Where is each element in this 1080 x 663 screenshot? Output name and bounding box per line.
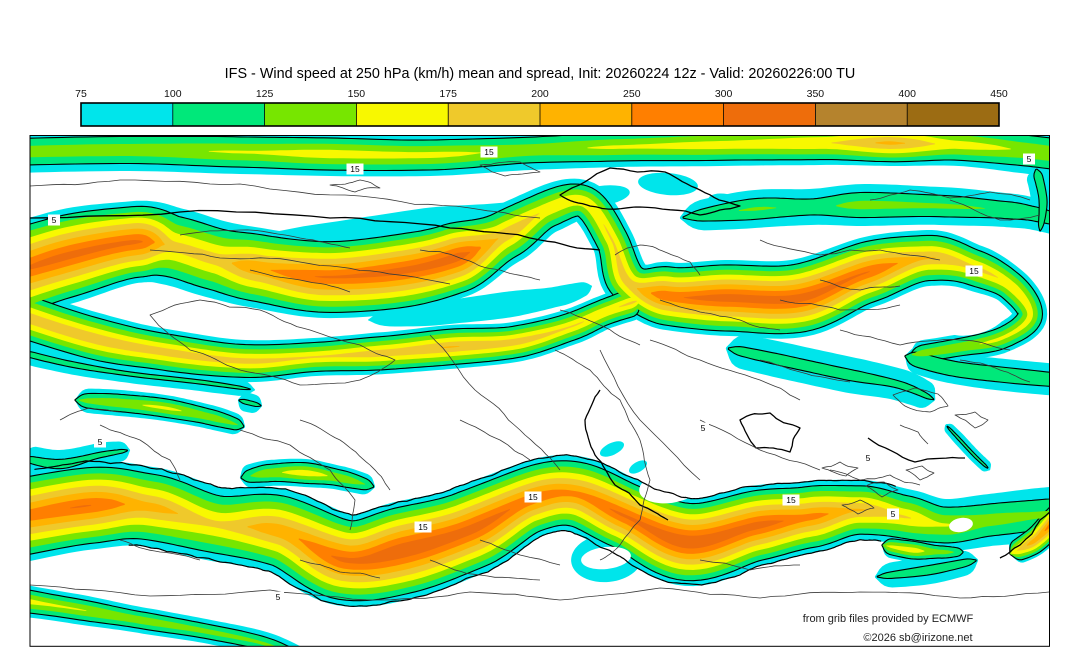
- svg-text:5: 5: [98, 437, 103, 447]
- svg-text:5: 5: [701, 423, 706, 433]
- svg-text:100: 100: [164, 88, 182, 100]
- svg-text:200: 200: [531, 88, 549, 100]
- svg-text:150: 150: [348, 88, 366, 100]
- svg-text:400: 400: [898, 88, 916, 100]
- svg-text:15: 15: [786, 495, 796, 505]
- svg-text:5: 5: [1027, 154, 1032, 164]
- svg-text:75: 75: [75, 88, 87, 100]
- svg-text:450: 450: [990, 88, 1008, 100]
- svg-text:from grib files provided by EC: from grib files provided by ECMWF: [803, 613, 974, 625]
- svg-text:300: 300: [715, 88, 733, 100]
- svg-text:5: 5: [276, 592, 281, 602]
- svg-text:15: 15: [969, 266, 979, 276]
- svg-text:15: 15: [418, 522, 428, 532]
- svg-text:5: 5: [891, 509, 896, 519]
- svg-text:15: 15: [350, 164, 360, 174]
- svg-text:350: 350: [807, 88, 825, 100]
- svg-text:©2026 sb@irizone.net: ©2026 sb@irizone.net: [863, 632, 972, 644]
- svg-text:15: 15: [528, 492, 538, 502]
- svg-text:125: 125: [256, 88, 274, 100]
- svg-text:5: 5: [52, 215, 57, 225]
- svg-text:250: 250: [623, 88, 641, 100]
- svg-text:15: 15: [484, 147, 494, 157]
- svg-text:175: 175: [439, 88, 457, 100]
- svg-text:IFS - Wind speed at 250 hPa (k: IFS - Wind speed at 250 hPa (km/h) mean …: [225, 66, 856, 82]
- svg-text:5: 5: [866, 453, 871, 463]
